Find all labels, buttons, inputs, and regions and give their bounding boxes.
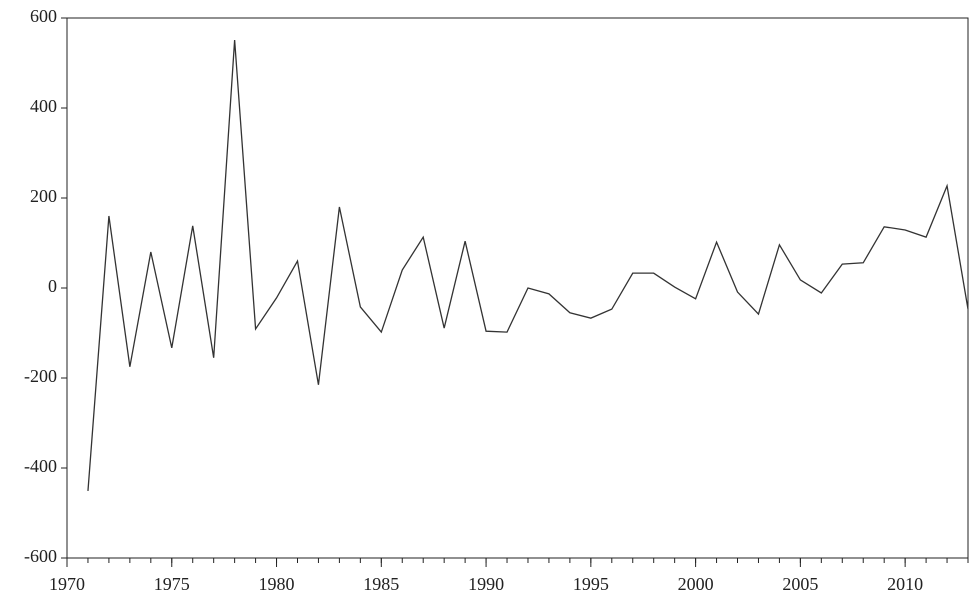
x-tick-label: 2010 (887, 574, 923, 594)
y-tick-label: 0 (48, 276, 57, 296)
x-tick-label: 1975 (154, 574, 190, 594)
x-tick-label: 2000 (678, 574, 714, 594)
y-tick-label: -600 (24, 546, 57, 566)
x-tick-label: 1970 (49, 574, 85, 594)
y-tick-label: 400 (30, 96, 57, 116)
y-tick-label: 600 (30, 6, 57, 26)
y-tick-label: -400 (24, 456, 57, 476)
y-tick-label: 200 (30, 186, 57, 206)
x-tick-label: 1980 (259, 574, 295, 594)
x-tick-label: 1985 (363, 574, 399, 594)
x-tick-label: 2005 (782, 574, 818, 594)
x-tick-label: 1995 (573, 574, 609, 594)
y-tick-label: -200 (24, 366, 57, 386)
x-tick-label: 1990 (468, 574, 504, 594)
series-line (87, 40, 969, 491)
